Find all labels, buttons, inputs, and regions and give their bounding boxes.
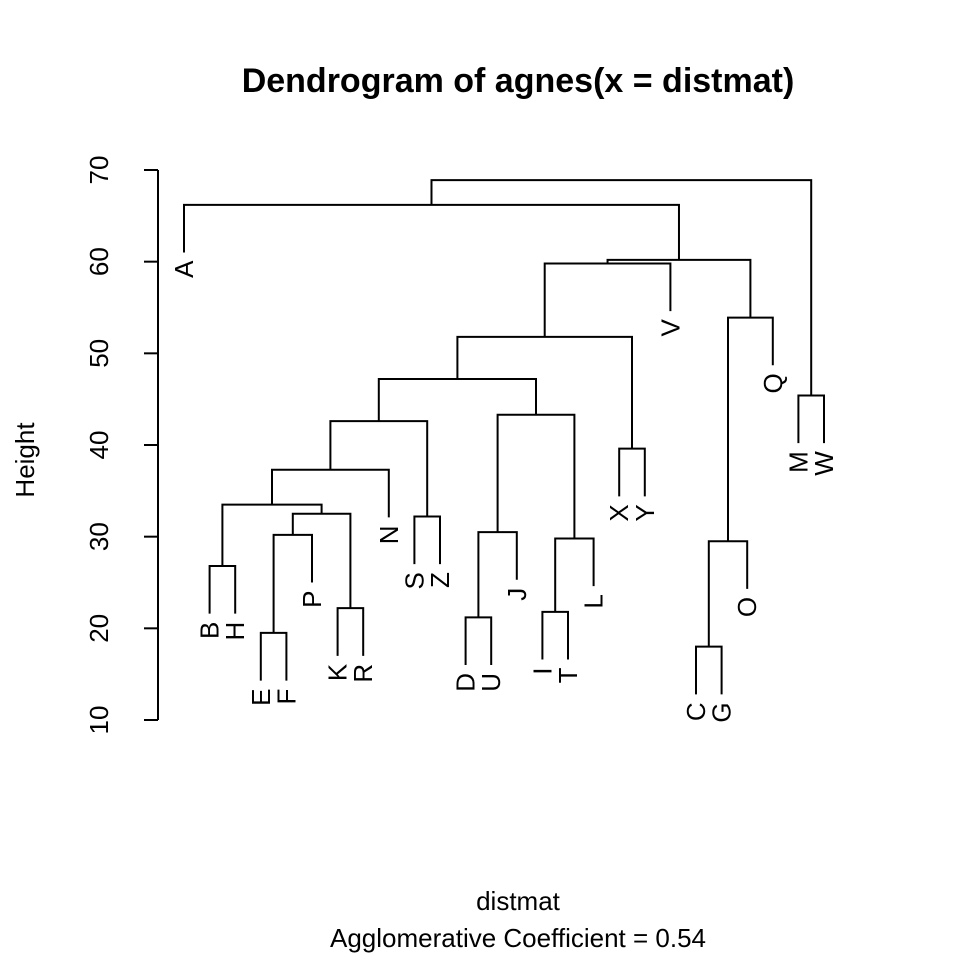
y-tick-label-70: 70 bbox=[84, 156, 114, 185]
leaf-label-Q: Q bbox=[758, 373, 788, 393]
leaf-label-T: T bbox=[553, 667, 583, 683]
leaf-label-B: B bbox=[195, 622, 225, 639]
leaf-label-N: N bbox=[374, 525, 404, 544]
leaf-label-U: U bbox=[476, 673, 506, 692]
y-tick-label-60: 60 bbox=[84, 247, 114, 276]
leaf-label-S: S bbox=[399, 572, 429, 589]
leaf-label-A: A bbox=[169, 260, 199, 278]
y-tick-label-40: 40 bbox=[84, 431, 114, 460]
chart-subtitle: Agglomerative Coefficient = 0.54 bbox=[330, 923, 706, 953]
leaf-label-D: D bbox=[451, 673, 481, 692]
y-tick-label-20: 20 bbox=[84, 614, 114, 643]
leaf-label-G: G bbox=[707, 702, 737, 722]
leaf-label-X: X bbox=[604, 504, 634, 521]
leaf-label-E: E bbox=[246, 689, 276, 706]
merge-EF bbox=[259, 631, 288, 681]
merge-CGO bbox=[707, 540, 749, 647]
leaf-label-H: H bbox=[220, 622, 250, 641]
merge-EFP bbox=[272, 533, 313, 633]
x-axis-label: distmat bbox=[476, 886, 561, 916]
leaf-label-L: L bbox=[579, 594, 609, 608]
merge-XY bbox=[618, 447, 646, 497]
merge-ROOT bbox=[430, 179, 813, 396]
merge-BH bbox=[208, 565, 237, 614]
leaf-label-Z: Z bbox=[425, 572, 455, 588]
leaf-label-I: I bbox=[527, 668, 557, 675]
merge-G3 bbox=[329, 420, 429, 517]
merge-CG bbox=[695, 645, 723, 695]
merge-DUJ bbox=[477, 531, 518, 618]
y-tick-label-10: 10 bbox=[84, 706, 114, 735]
y-axis-label: Height bbox=[10, 422, 40, 498]
y-axis: 10 20 30 40 50 60 70 bbox=[84, 156, 159, 735]
merge-G8 bbox=[606, 258, 752, 318]
merge-DU bbox=[464, 616, 493, 665]
merge-CGOQ bbox=[727, 316, 774, 542]
leaf-label-J: J bbox=[502, 588, 532, 601]
merge-KR bbox=[336, 607, 365, 656]
merge-MW bbox=[797, 394, 825, 444]
leaf-label-M: M bbox=[783, 451, 813, 473]
dendrogram-tree bbox=[183, 179, 825, 695]
y-tick-label-30: 30 bbox=[84, 522, 114, 551]
leaf-label-V: V bbox=[655, 319, 685, 337]
chart-title: Dendrogram of agnes(x = distmat) bbox=[242, 62, 795, 100]
leaf-label-C: C bbox=[681, 702, 711, 721]
leaf-label-O: O bbox=[732, 597, 762, 617]
merge-G2 bbox=[271, 468, 390, 518]
merge-SZ bbox=[413, 515, 441, 565]
leaf-label-K: K bbox=[323, 663, 353, 681]
leaf-label-Y: Y bbox=[630, 504, 660, 521]
leaf-labels: BH EF P KR N SZ DU J IT L XY V CG O Q A MW bbox=[169, 260, 839, 723]
leaf-label-F: F bbox=[271, 689, 301, 705]
leaf-label-R: R bbox=[348, 664, 378, 683]
merge-G4 bbox=[496, 413, 576, 539]
leaf-label-P: P bbox=[297, 591, 327, 608]
merge-G9 bbox=[183, 203, 680, 260]
y-tick-label-50: 50 bbox=[84, 339, 114, 368]
merge-IT bbox=[541, 610, 569, 660]
merge-G7 bbox=[543, 262, 672, 337]
merge-G6 bbox=[456, 335, 633, 449]
leaf-label-W: W bbox=[809, 451, 839, 476]
